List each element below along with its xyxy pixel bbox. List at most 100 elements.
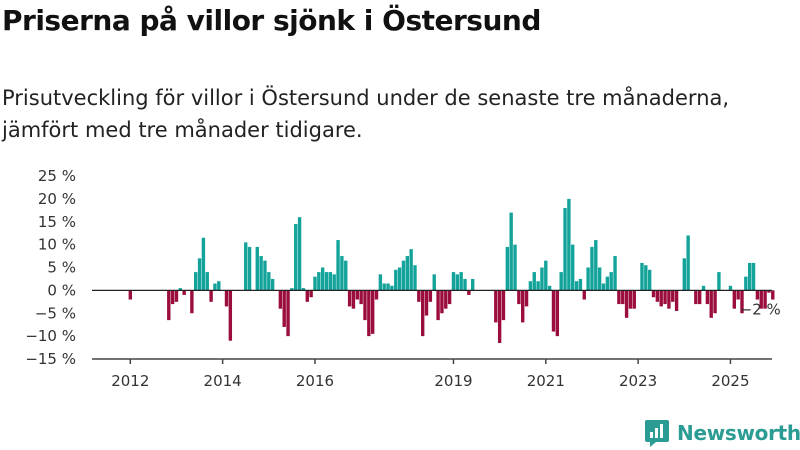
x-tick-label: 2014	[204, 372, 242, 390]
bar	[747, 262, 752, 291]
bar	[540, 267, 544, 291]
bar	[197, 258, 202, 291]
bar	[697, 290, 702, 305]
bar	[244, 242, 248, 291]
y-tick-label: 25 %	[38, 167, 76, 185]
y-tick-label: −5 %	[35, 304, 76, 322]
bar	[428, 290, 433, 302]
bar	[621, 290, 625, 305]
bar	[671, 290, 675, 302]
bar	[467, 290, 471, 295]
y-tick-label: −10 %	[25, 327, 76, 345]
bar	[340, 256, 344, 291]
bar	[694, 290, 698, 305]
y-tick-label: 15 %	[38, 213, 76, 231]
bar	[213, 283, 217, 291]
bar	[732, 290, 736, 309]
bar	[632, 290, 636, 309]
bar	[328, 272, 333, 291]
bar	[555, 290, 560, 337]
x-tick-label: 2019	[434, 372, 472, 390]
bar	[563, 208, 567, 291]
bar	[471, 278, 475, 291]
bar	[578, 278, 583, 291]
bar	[521, 290, 525, 323]
bar	[363, 290, 367, 321]
bar	[332, 274, 336, 291]
bar	[247, 246, 252, 291]
bar	[267, 272, 271, 291]
bar	[717, 272, 721, 291]
bar	[574, 281, 579, 291]
bar	[270, 278, 275, 291]
bar	[509, 212, 513, 291]
bar	[624, 290, 629, 318]
bar	[167, 290, 171, 321]
bar	[532, 272, 536, 291]
bar	[728, 285, 733, 291]
bar	[613, 256, 617, 291]
bar	[771, 290, 775, 300]
bar	[294, 224, 298, 291]
bar	[324, 272, 329, 291]
bar	[440, 290, 444, 314]
bar	[447, 290, 452, 305]
bar	[436, 290, 440, 321]
bar	[455, 274, 460, 291]
bar	[640, 262, 644, 291]
bar	[370, 290, 375, 334]
bar	[182, 290, 186, 295]
bar	[759, 290, 763, 309]
brand-name: Newsworthy	[677, 421, 800, 445]
bar	[655, 290, 660, 302]
bar	[263, 260, 267, 291]
y-tick-label: 5 %	[47, 259, 76, 277]
bar	[586, 267, 590, 291]
bar	[701, 285, 706, 291]
bar	[286, 290, 290, 337]
bar	[444, 290, 448, 309]
x-tick-label: 2012	[111, 372, 149, 390]
bar	[359, 290, 363, 305]
bar	[686, 235, 690, 291]
bar	[374, 290, 379, 300]
bar	[174, 290, 179, 302]
x-tick-label: 2023	[619, 372, 657, 390]
bar	[386, 283, 390, 291]
bar	[682, 258, 686, 291]
bar	[190, 290, 194, 314]
end-value-label: −2 %	[740, 300, 781, 318]
bar	[494, 290, 498, 323]
bar	[313, 276, 317, 291]
bar	[571, 244, 575, 291]
newsworthy-logo-icon	[645, 420, 669, 447]
bar	[205, 272, 209, 291]
bar	[421, 290, 425, 337]
bar	[278, 290, 283, 309]
bar	[547, 285, 552, 291]
y-tick-label: 20 %	[38, 190, 76, 208]
bar-chart: 25 % 20 % 15 % 10 % 5 % 0 % −5 % −10 % −15 % 2012…	[25, 167, 781, 390]
bar	[597, 267, 602, 291]
y-tick-label: −15 %	[25, 350, 76, 368]
brand-logo: Newsworthy	[644, 418, 800, 448]
x-tick-label: 2016	[296, 372, 334, 390]
bar	[290, 288, 294, 291]
bar	[217, 281, 221, 291]
bar	[551, 290, 556, 332]
bar	[170, 290, 175, 305]
bar	[663, 290, 667, 305]
bar	[528, 281, 533, 291]
bar	[459, 272, 463, 291]
bar	[559, 272, 563, 291]
bar	[305, 290, 309, 302]
bar	[378, 274, 383, 291]
y-tick-label: 10 %	[38, 236, 76, 254]
bar	[505, 246, 510, 291]
bar	[659, 290, 663, 307]
bar	[451, 272, 456, 291]
bar	[255, 246, 259, 291]
bar	[709, 290, 713, 318]
x-tick-label: 2025	[711, 372, 749, 390]
bar	[301, 288, 306, 291]
